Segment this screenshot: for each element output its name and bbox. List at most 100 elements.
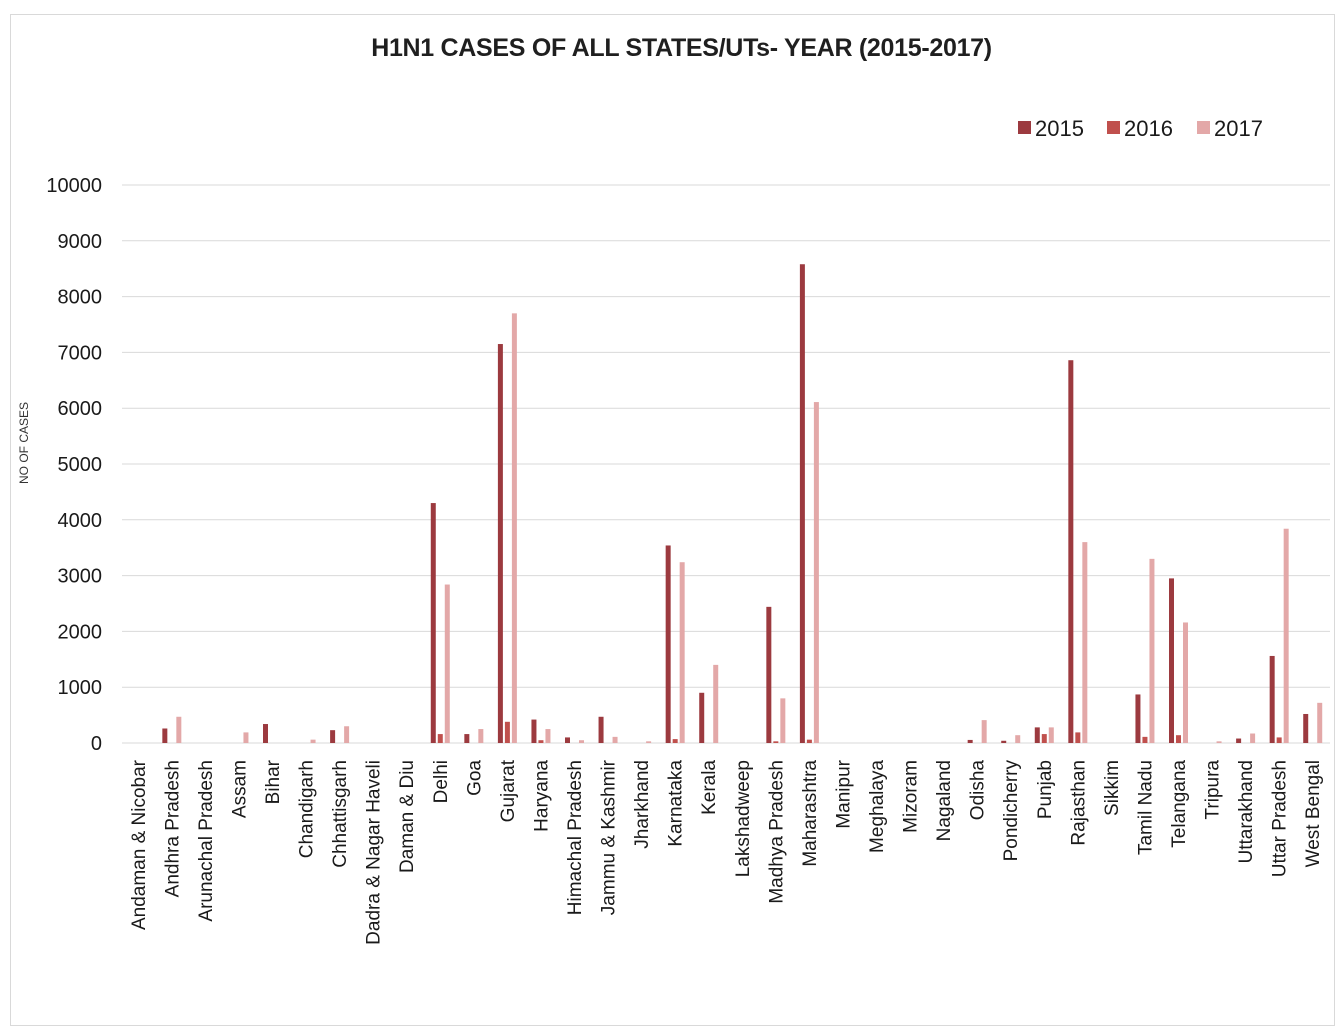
bar-2015 <box>1001 740 1007 743</box>
legend-swatch-2015 <box>1018 121 1031 134</box>
bar-2017 <box>579 740 584 743</box>
bar-2016 <box>504 721 510 743</box>
bar-2017 <box>646 741 652 743</box>
x-category-label: Delhi <box>431 760 452 803</box>
bar-2017 <box>1183 622 1188 743</box>
bar-2016 <box>1142 736 1148 743</box>
x-category-label: Goa <box>464 760 485 796</box>
x-category-label: Dadra & Nagar Haveli <box>364 760 385 945</box>
bar-2017 <box>310 739 316 743</box>
x-category-label: Madhya Pradesh <box>766 760 787 904</box>
y-axis-ticks: 0 1000 2000 3000 4000 5000 6000 7000 8000 9000 100… <box>46 175 102 755</box>
bar-2016 <box>773 741 779 743</box>
x-category-label: Andhra Pradesh <box>162 760 183 897</box>
y-tick-label: 9000 <box>58 231 103 253</box>
x-category-label: Gujarat <box>498 759 519 822</box>
bar-2016 <box>538 740 544 743</box>
legend-swatch-2017 <box>1197 121 1210 134</box>
bar-2015 <box>665 545 671 743</box>
chart-title: H1N1 CASES OF ALL STATES/UTs- YEAR (2015… <box>371 34 992 62</box>
bar-2015 <box>1236 738 1242 743</box>
y-tick-label: 4000 <box>58 510 103 532</box>
x-category-label: Tamil Nadu <box>1135 760 1156 855</box>
x-category-label: Telangana <box>1169 760 1190 848</box>
legend-label-2016: 2016 <box>1124 116 1173 141</box>
bar-2015 <box>162 728 168 743</box>
bar-2015 <box>565 737 570 743</box>
bar-2015 <box>1034 727 1040 743</box>
bar-2016 <box>672 739 678 743</box>
x-category-label: Arunachal Pradesh <box>196 760 217 922</box>
bar-2015 <box>531 719 537 743</box>
bar-2017 <box>1250 733 1256 743</box>
x-category-label: Daman & Diu <box>397 760 418 873</box>
x-category-label: Tripura <box>1203 760 1224 820</box>
y-axis-title: NO OF CASES <box>17 402 31 484</box>
y-tick-label: 6000 <box>58 398 103 420</box>
bar-2017 <box>713 664 719 743</box>
bar-2015 <box>464 734 470 743</box>
y-tick-label: 8000 <box>58 287 103 309</box>
y-tick-label: 10000 <box>46 175 102 197</box>
bar-2016 <box>1075 732 1081 743</box>
bar-2016 <box>806 739 812 743</box>
x-category-label: Odisha <box>968 760 989 821</box>
bar-2017 <box>1149 558 1155 743</box>
x-category-label: Himachal Pradesh <box>565 760 586 915</box>
bar-2017 <box>511 313 517 743</box>
bar-2017 <box>545 729 551 743</box>
bar-2017 <box>813 402 819 743</box>
bar-2015 <box>330 730 336 743</box>
bar-2017 <box>243 732 249 743</box>
bar-2017 <box>344 726 350 743</box>
x-category-label: Chandigarh <box>297 760 318 858</box>
x-category-label: Manipur <box>833 759 854 828</box>
bar-2016 <box>437 734 443 743</box>
bar-2017 <box>612 736 618 743</box>
y-tick-label: 0 <box>91 733 102 755</box>
x-category-label: Uttarakhand <box>1236 760 1257 864</box>
bar-2015 <box>1135 694 1141 743</box>
bar-2017 <box>1283 528 1289 743</box>
x-category-label: Meghalaya <box>867 760 888 853</box>
bar-2016 <box>1041 734 1047 743</box>
x-category-label: Jammu & Kashmir <box>599 759 620 915</box>
bar-2015 <box>598 716 604 743</box>
bar-2017 <box>1015 735 1021 743</box>
bar-2015 <box>263 724 268 743</box>
bar-2017 <box>1216 741 1222 743</box>
x-category-label: West Bengal <box>1303 760 1324 867</box>
legend-label-2015: 2015 <box>1035 116 1084 141</box>
gridlines <box>122 184 1330 744</box>
bar-2017 <box>1317 702 1323 743</box>
bar-2017 <box>478 729 484 743</box>
x-category-label: Punjab <box>1035 760 1056 819</box>
y-tick-label: 7000 <box>58 342 103 364</box>
bar-2017 <box>1082 542 1088 743</box>
x-category-label: Rajasthan <box>1068 760 1089 846</box>
bar-2015 <box>1303 713 1309 743</box>
bar-2015 <box>766 606 772 743</box>
bar-2015 <box>1169 578 1174 743</box>
legend-label-2017: 2017 <box>1214 116 1263 141</box>
x-category-label: Lakshadweep <box>733 760 754 877</box>
x-category-label: Chhattisgarh <box>330 760 351 868</box>
x-category-label: Bihar <box>263 759 284 804</box>
bar-2015 <box>699 692 705 743</box>
bar-2016 <box>1276 737 1282 743</box>
bar-2015 <box>430 503 436 743</box>
legend-swatch-2016 <box>1107 121 1120 134</box>
y-tick-label: 5000 <box>58 454 103 476</box>
x-category-label: Uttar Pradesh <box>1270 760 1291 877</box>
bar-2017 <box>780 698 786 743</box>
legend: 2015 2016 2017 <box>1018 116 1263 141</box>
bar-2017 <box>679 562 685 743</box>
bar-2017 <box>176 716 182 743</box>
x-category-label: Sikkim <box>1102 760 1123 816</box>
y-tick-label: 2000 <box>58 621 103 643</box>
bar-2017 <box>981 720 987 743</box>
bars <box>162 264 1323 743</box>
x-category-label: Karnataka <box>666 760 687 847</box>
bar-2015 <box>967 739 973 743</box>
